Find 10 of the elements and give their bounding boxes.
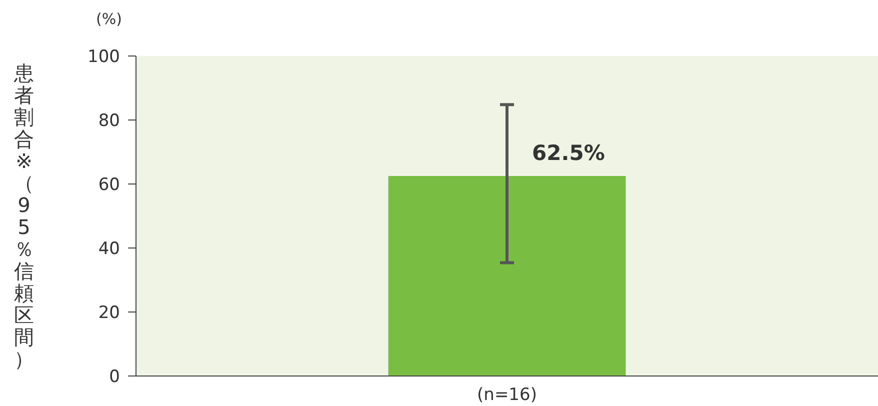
text: 患者割合※（95％信頼区間） xyxy=(14,61,34,371)
y-tick-label: 0 xyxy=(109,367,120,387)
y-tick-label: 80 xyxy=(98,111,120,131)
y-tick-label: 20 xyxy=(98,303,120,323)
y-tick-label: 100 xyxy=(88,47,120,67)
y-tick-label: 60 xyxy=(98,175,120,195)
data-label: 62.5% xyxy=(532,141,605,165)
y-tick-label: 40 xyxy=(98,239,120,259)
x-tick-label: (n=16) xyxy=(477,385,537,405)
text: (%) xyxy=(96,10,122,28)
